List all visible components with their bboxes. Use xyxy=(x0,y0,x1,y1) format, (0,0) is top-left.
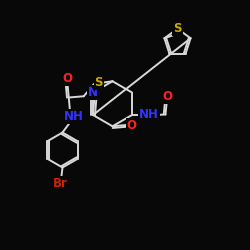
Text: S: S xyxy=(173,22,182,35)
Text: O: O xyxy=(162,90,172,103)
Text: S: S xyxy=(94,76,103,89)
Text: NH: NH xyxy=(139,108,159,122)
Text: N: N xyxy=(88,86,98,99)
Text: NH: NH xyxy=(64,110,84,123)
Text: O: O xyxy=(127,118,137,132)
Text: Br: Br xyxy=(53,177,68,190)
Text: O: O xyxy=(62,72,72,85)
